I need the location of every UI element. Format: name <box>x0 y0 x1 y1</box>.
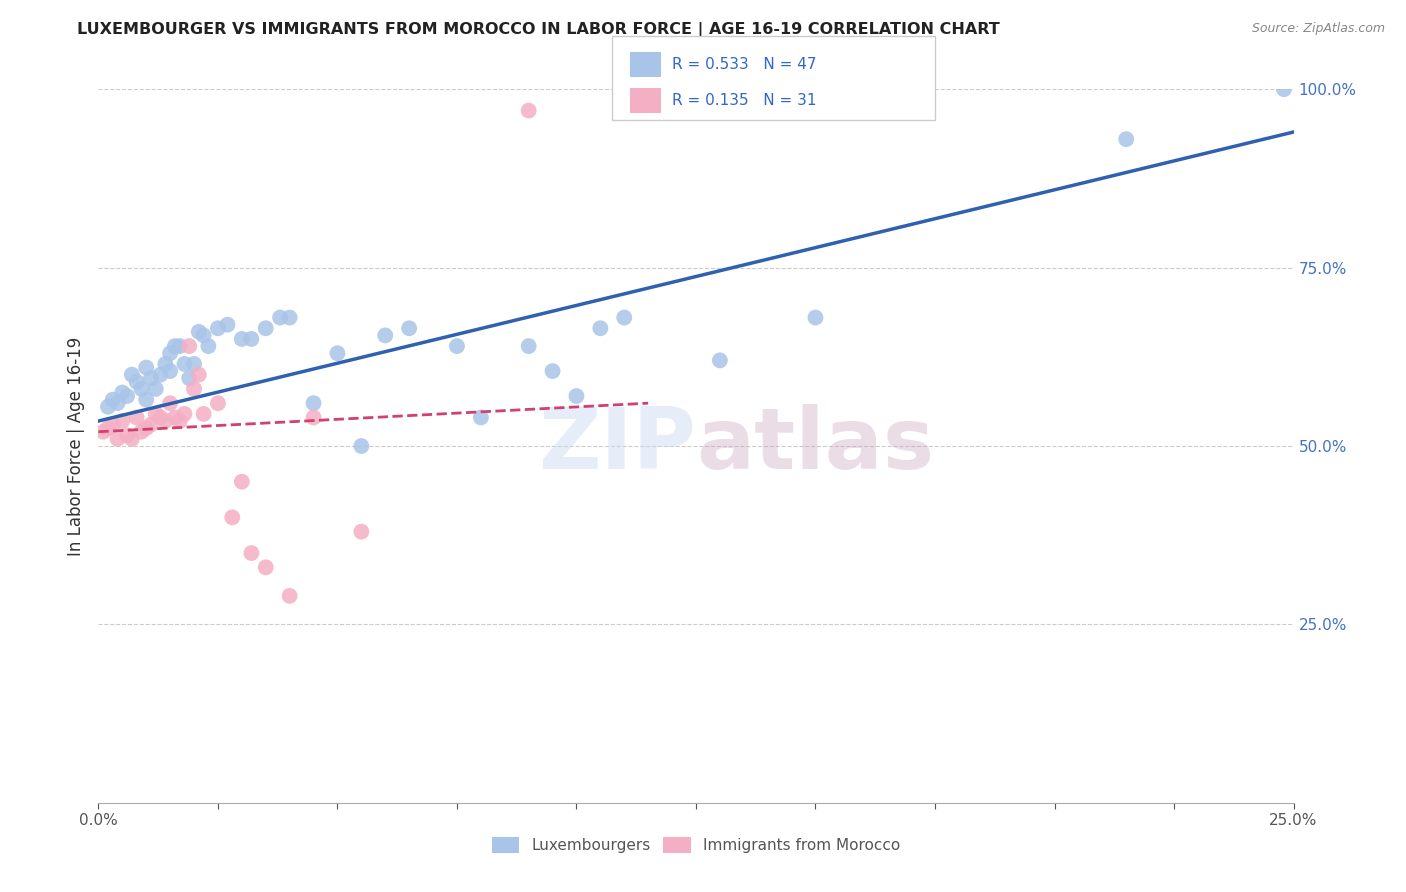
Point <box>517 103 540 118</box>
Point <box>135 392 157 407</box>
Point <box>149 368 172 382</box>
Point <box>565 389 588 403</box>
Point <box>149 410 172 425</box>
Point <box>374 328 396 343</box>
Point <box>193 328 215 343</box>
Point <box>155 357 177 371</box>
Point <box>173 407 195 421</box>
Point <box>470 410 492 425</box>
Point <box>115 389 138 403</box>
Point <box>97 421 120 435</box>
Point <box>159 364 181 378</box>
Point <box>350 439 373 453</box>
Point <box>804 310 827 325</box>
Point <box>125 410 148 425</box>
Point <box>240 546 263 560</box>
Point <box>111 414 134 428</box>
Point <box>155 414 177 428</box>
Point <box>231 332 253 346</box>
Point <box>135 360 157 375</box>
Point <box>107 432 129 446</box>
Point <box>1115 132 1137 146</box>
Text: Source: ZipAtlas.com: Source: ZipAtlas.com <box>1251 22 1385 36</box>
Point <box>145 407 167 421</box>
Point <box>163 410 186 425</box>
Point <box>163 339 186 353</box>
Text: R = 0.135   N = 31: R = 0.135 N = 31 <box>672 94 817 108</box>
Point <box>183 357 205 371</box>
Text: atlas: atlas <box>696 404 934 488</box>
Point <box>125 375 148 389</box>
Point <box>115 428 138 442</box>
Point <box>101 417 124 432</box>
Point <box>135 421 157 435</box>
Point <box>121 368 143 382</box>
Point <box>173 357 195 371</box>
Point <box>517 339 540 353</box>
Point <box>254 321 277 335</box>
Point <box>97 400 120 414</box>
Point <box>169 339 191 353</box>
Point <box>254 560 277 574</box>
Point <box>302 410 325 425</box>
Text: R = 0.533   N = 47: R = 0.533 N = 47 <box>672 57 817 72</box>
Point <box>187 325 209 339</box>
Point <box>183 382 205 396</box>
Point <box>193 407 215 421</box>
Point <box>101 392 124 407</box>
Point <box>159 396 181 410</box>
Legend: Luxembourgers, Immigrants from Morocco: Luxembourgers, Immigrants from Morocco <box>486 831 905 859</box>
Point <box>217 318 239 332</box>
Point <box>91 425 114 439</box>
Point <box>207 321 229 335</box>
Point <box>326 346 349 360</box>
Point <box>231 475 253 489</box>
Point <box>446 339 468 353</box>
Point <box>269 310 291 325</box>
Point <box>302 396 325 410</box>
Point <box>278 589 301 603</box>
Point <box>541 364 564 378</box>
Point <box>350 524 373 539</box>
Point <box>278 310 301 325</box>
Point <box>613 310 636 325</box>
Point <box>179 371 201 385</box>
Point <box>139 371 162 385</box>
Point <box>207 396 229 410</box>
Point <box>589 321 612 335</box>
Point <box>709 353 731 368</box>
Point <box>131 425 153 439</box>
Point <box>1272 82 1295 96</box>
Point <box>139 417 162 432</box>
Point <box>187 368 209 382</box>
Point <box>107 396 129 410</box>
Text: LUXEMBOURGER VS IMMIGRANTS FROM MOROCCO IN LABOR FORCE | AGE 16-19 CORRELATION C: LUXEMBOURGER VS IMMIGRANTS FROM MOROCCO … <box>77 22 1000 38</box>
Point <box>179 339 201 353</box>
Point <box>121 432 143 446</box>
Point <box>169 414 191 428</box>
Point <box>197 339 219 353</box>
Point <box>159 346 181 360</box>
Point <box>131 382 153 396</box>
Point <box>221 510 243 524</box>
Text: ZIP: ZIP <box>538 404 696 488</box>
Point <box>111 385 134 400</box>
Point <box>398 321 420 335</box>
Point <box>145 382 167 396</box>
Y-axis label: In Labor Force | Age 16-19: In Labor Force | Age 16-19 <box>66 336 84 556</box>
Point <box>240 332 263 346</box>
